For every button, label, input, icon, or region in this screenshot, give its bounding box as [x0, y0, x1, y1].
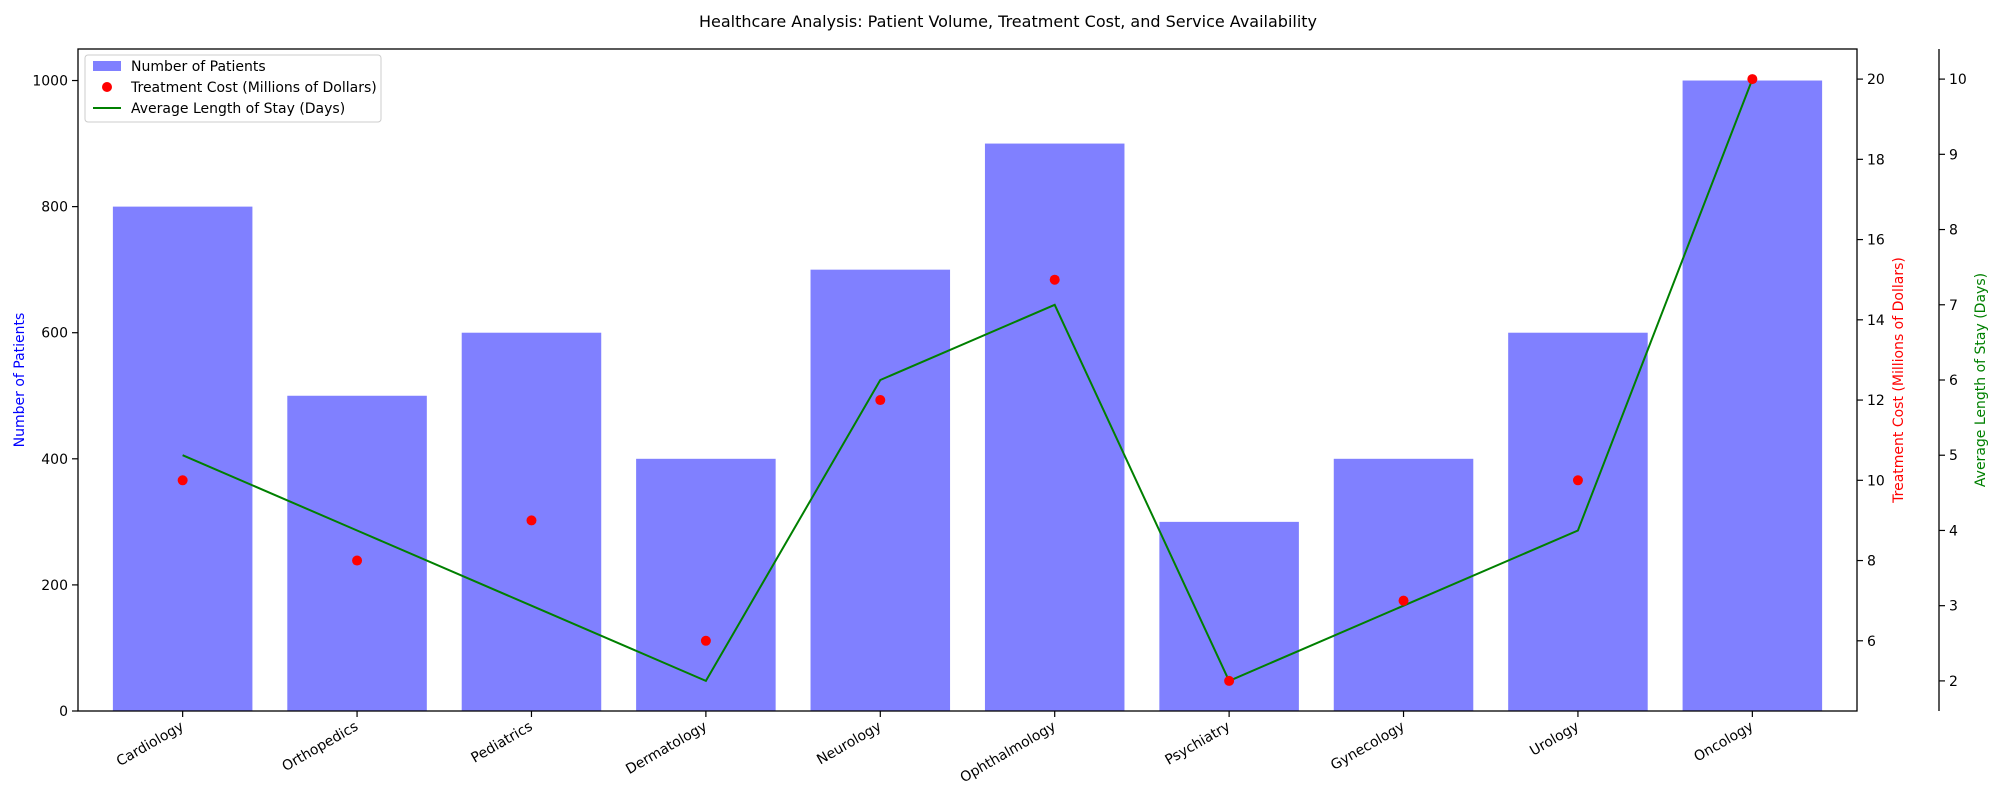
x-tick-label: Cardiology — [114, 719, 187, 770]
legend-box — [84, 54, 382, 123]
x-axis: Cardiology Orthopedics Pediatrics Dermatolo… — [114, 711, 1756, 787]
x-tick-label: Ophthalmology — [958, 719, 1059, 787]
y-right-2-tick-label: 2 — [1949, 674, 1958, 690]
x-tick-label: Dermatology — [623, 719, 710, 778]
legend-swatch-cost — [102, 82, 112, 92]
cost-point-gynecology — [1398, 595, 1409, 606]
bar-urology — [1508, 332, 1648, 711]
y-axis-right-2-label: Average Length of Stay (Days) — [1973, 273, 1989, 487]
bar-dermatology — [636, 458, 776, 711]
bar-ophthalmology — [984, 143, 1125, 712]
cost-point-urology — [1572, 475, 1583, 486]
y-left-tick-label: 1000 — [32, 74, 68, 90]
y-axis-right-2: 2 3 4 5 6 7 8 9 10 — [1938, 49, 1967, 711]
bar-neurology — [810, 269, 951, 711]
y-left-tick-label: 0 — [59, 704, 68, 720]
y-left-tick-label: 200 — [41, 578, 68, 594]
y-right-tick-label: 18 — [1867, 152, 1885, 168]
chart-title: Healthcare Analysis: Patient Volume, Tre… — [699, 12, 1317, 31]
bar-cardiology — [112, 206, 253, 711]
y-right-2-tick-label: 8 — [1949, 223, 1958, 239]
line-series — [182, 78, 1754, 683]
y-right-2-tick-label: 5 — [1949, 448, 1958, 464]
y-right-2-tick-label: 4 — [1949, 523, 1958, 539]
plot-frame — [77, 48, 1858, 712]
cost-point-neurology — [875, 395, 886, 406]
legend-label-stay: Average Length of Stay (Days) — [131, 101, 345, 117]
x-tick-label: Neurology — [814, 719, 884, 769]
y-axis-right: 6 8 10 12 14 16 18 20 — [1857, 72, 1885, 650]
y-left-tick-label: 400 — [41, 452, 68, 468]
x-tick-label: Psychiatry — [1162, 719, 1233, 769]
cost-point-psychiatry — [1224, 675, 1235, 686]
x-tick-label: Gynecology — [1328, 719, 1407, 774]
y-right-tick-label: 6 — [1867, 634, 1876, 650]
bar-series — [112, 80, 1823, 712]
legend-label-cost: Treatment Cost (Millions of Dollars) — [130, 80, 377, 96]
y-right-2-tick-label: 10 — [1949, 72, 1967, 88]
stay-line — [182, 78, 1754, 683]
y-right-2-tick-label: 9 — [1949, 147, 1958, 163]
y-right-tick-label: 8 — [1867, 554, 1876, 570]
legend: Number of Patients Treatment Cost (Milli… — [84, 54, 382, 123]
y-axis-left-label: Number of Patients — [12, 313, 28, 448]
y-right-tick-label: 20 — [1867, 72, 1885, 88]
cost-point-cardiology — [177, 475, 188, 486]
y-right-tick-label: 16 — [1867, 233, 1885, 249]
x-tick-label: Orthopedics — [279, 719, 361, 775]
cost-point-pediatrics — [526, 515, 537, 526]
y-axis-left: 0 200 400 600 800 1000 — [32, 74, 78, 720]
y-left-tick-label: 800 — [41, 200, 68, 216]
x-tick-label: Pediatrics — [469, 719, 536, 767]
scatter-series — [177, 74, 1758, 686]
bar-orthopedics — [287, 395, 427, 711]
y-left-tick-label: 600 — [41, 326, 68, 342]
y-right-2-tick-label: 6 — [1949, 373, 1958, 389]
cost-point-ophthalmology — [1049, 274, 1060, 285]
cost-point-oncology — [1747, 74, 1758, 85]
y-right-2-tick-label: 3 — [1949, 599, 1958, 615]
y-right-2-tick-label: 7 — [1949, 298, 1958, 314]
cost-point-orthopedics — [352, 555, 363, 566]
legend-label-patients: Number of Patients — [131, 59, 266, 75]
bar-oncology — [1682, 80, 1823, 712]
y-axis-right-label: Treatment Cost (Millions of Dollars) — [1891, 257, 1907, 504]
y-right-tick-label: 10 — [1867, 473, 1885, 489]
y-right-tick-label: 14 — [1867, 313, 1885, 329]
x-tick-label: Oncology — [1691, 719, 1756, 766]
x-tick-label: Urology — [1527, 719, 1582, 760]
legend-swatch-patients — [93, 61, 121, 71]
y-right-tick-label: 12 — [1867, 393, 1885, 409]
cost-point-dermatology — [700, 635, 711, 646]
